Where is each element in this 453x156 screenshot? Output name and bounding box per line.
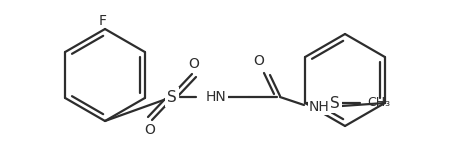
Text: CH₃: CH₃ — [367, 97, 390, 110]
Text: F: F — [99, 14, 107, 28]
Text: O: O — [188, 57, 199, 71]
Text: HN: HN — [206, 90, 227, 104]
Text: S: S — [330, 95, 340, 110]
Text: O: O — [254, 54, 265, 68]
Text: S: S — [167, 90, 177, 105]
Text: O: O — [145, 123, 155, 137]
Text: NH: NH — [309, 100, 330, 114]
